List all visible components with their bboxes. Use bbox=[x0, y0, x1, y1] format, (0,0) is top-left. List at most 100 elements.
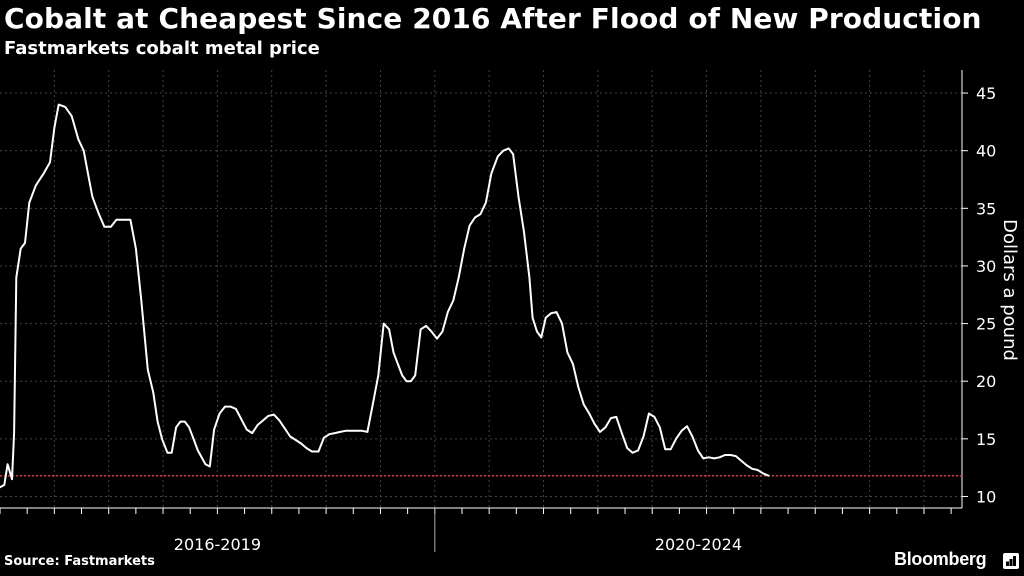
data-point bbox=[740, 459, 743, 462]
data-point bbox=[339, 431, 342, 433]
data-point bbox=[82, 149, 85, 152]
data-point bbox=[441, 330, 444, 333]
y-tick-label: 45 bbox=[976, 84, 996, 103]
data-point bbox=[401, 374, 403, 377]
data-point bbox=[147, 368, 149, 371]
data-point bbox=[555, 311, 558, 313]
data-point bbox=[669, 448, 672, 451]
price-series-line bbox=[0, 103, 770, 489]
data-point bbox=[129, 219, 132, 221]
data-point bbox=[566, 351, 569, 354]
data-point bbox=[344, 429, 347, 432]
data-point bbox=[756, 469, 759, 471]
data-point bbox=[686, 425, 688, 427]
data-point bbox=[229, 405, 232, 408]
data-point bbox=[267, 414, 270, 417]
data-point bbox=[436, 337, 438, 340]
chart-subtitle: Fastmarkets cobalt metal price bbox=[4, 38, 320, 59]
data-point bbox=[11, 478, 13, 480]
data-point bbox=[24, 242, 26, 244]
data-point bbox=[405, 380, 408, 383]
data-point bbox=[6, 463, 9, 466]
data-point bbox=[123, 219, 125, 221]
data-point bbox=[91, 195, 94, 198]
data-point bbox=[610, 417, 612, 419]
data-point bbox=[762, 472, 764, 475]
chart-title: Cobalt at Cheapest Since 2016 After Floo… bbox=[4, 2, 982, 35]
data-point bbox=[697, 449, 699, 452]
y-tick-label: 15 bbox=[976, 430, 996, 449]
data-point bbox=[170, 451, 173, 454]
x-period-label: 2020-2024 bbox=[655, 535, 742, 554]
data-point bbox=[675, 438, 677, 440]
data-point bbox=[103, 225, 106, 228]
data-point bbox=[377, 374, 380, 377]
data-point bbox=[0, 486, 1, 489]
data-point bbox=[273, 413, 275, 416]
data-point bbox=[751, 468, 754, 470]
data-point bbox=[425, 325, 427, 327]
data-point bbox=[188, 426, 190, 429]
data-point bbox=[457, 276, 460, 279]
bloomberg-logo: Bloomberg bbox=[894, 549, 987, 569]
data-point bbox=[19, 247, 22, 250]
data-point bbox=[414, 374, 417, 377]
data-point bbox=[767, 474, 770, 477]
data-point bbox=[507, 147, 510, 150]
data-point bbox=[490, 172, 493, 175]
data-point bbox=[175, 426, 177, 429]
data-point bbox=[110, 225, 112, 228]
data-point bbox=[502, 149, 505, 152]
data-point bbox=[550, 312, 552, 315]
data-point bbox=[382, 322, 385, 325]
data-point bbox=[572, 363, 574, 365]
data-point bbox=[397, 363, 399, 365]
data-point bbox=[735, 455, 737, 457]
data-point bbox=[289, 435, 292, 438]
data-point bbox=[245, 428, 248, 431]
data-point bbox=[648, 412, 650, 415]
data-point bbox=[350, 429, 352, 432]
data-point bbox=[204, 463, 207, 466]
data-point bbox=[140, 299, 143, 302]
data-point bbox=[328, 433, 331, 436]
data-point bbox=[42, 172, 45, 175]
data-point bbox=[256, 424, 259, 426]
data-point bbox=[323, 436, 325, 439]
data-point bbox=[544, 317, 547, 319]
data-point bbox=[283, 427, 286, 430]
data-point bbox=[166, 451, 169, 454]
data-point bbox=[262, 419, 264, 422]
data-point bbox=[419, 328, 422, 331]
data-point bbox=[604, 426, 607, 429]
series-layer bbox=[0, 103, 962, 489]
data-point bbox=[593, 423, 596, 425]
y-tick-label: 40 bbox=[976, 142, 996, 161]
data-point bbox=[135, 247, 137, 250]
data-point bbox=[201, 457, 203, 460]
data-point bbox=[161, 438, 163, 440]
data-point bbox=[53, 126, 56, 129]
data-point bbox=[49, 161, 51, 164]
data-point bbox=[724, 454, 726, 456]
data-point bbox=[631, 451, 634, 454]
y-tick-label: 30 bbox=[976, 257, 996, 276]
data-point bbox=[680, 429, 683, 432]
data-point bbox=[392, 351, 395, 354]
data-point bbox=[57, 103, 60, 106]
data-point bbox=[179, 420, 182, 423]
data-point bbox=[447, 311, 449, 313]
data-point bbox=[528, 276, 531, 279]
data-point bbox=[305, 447, 308, 449]
data-point bbox=[479, 213, 482, 215]
data-point bbox=[311, 450, 313, 453]
data-point bbox=[659, 426, 661, 429]
data-point bbox=[718, 456, 721, 459]
y-tick-label: 20 bbox=[976, 372, 996, 391]
data-point bbox=[3, 484, 6, 486]
data-point bbox=[278, 419, 281, 422]
data-point bbox=[702, 457, 705, 460]
data-point bbox=[599, 431, 601, 433]
data-point bbox=[64, 106, 67, 108]
data-point bbox=[531, 317, 534, 319]
